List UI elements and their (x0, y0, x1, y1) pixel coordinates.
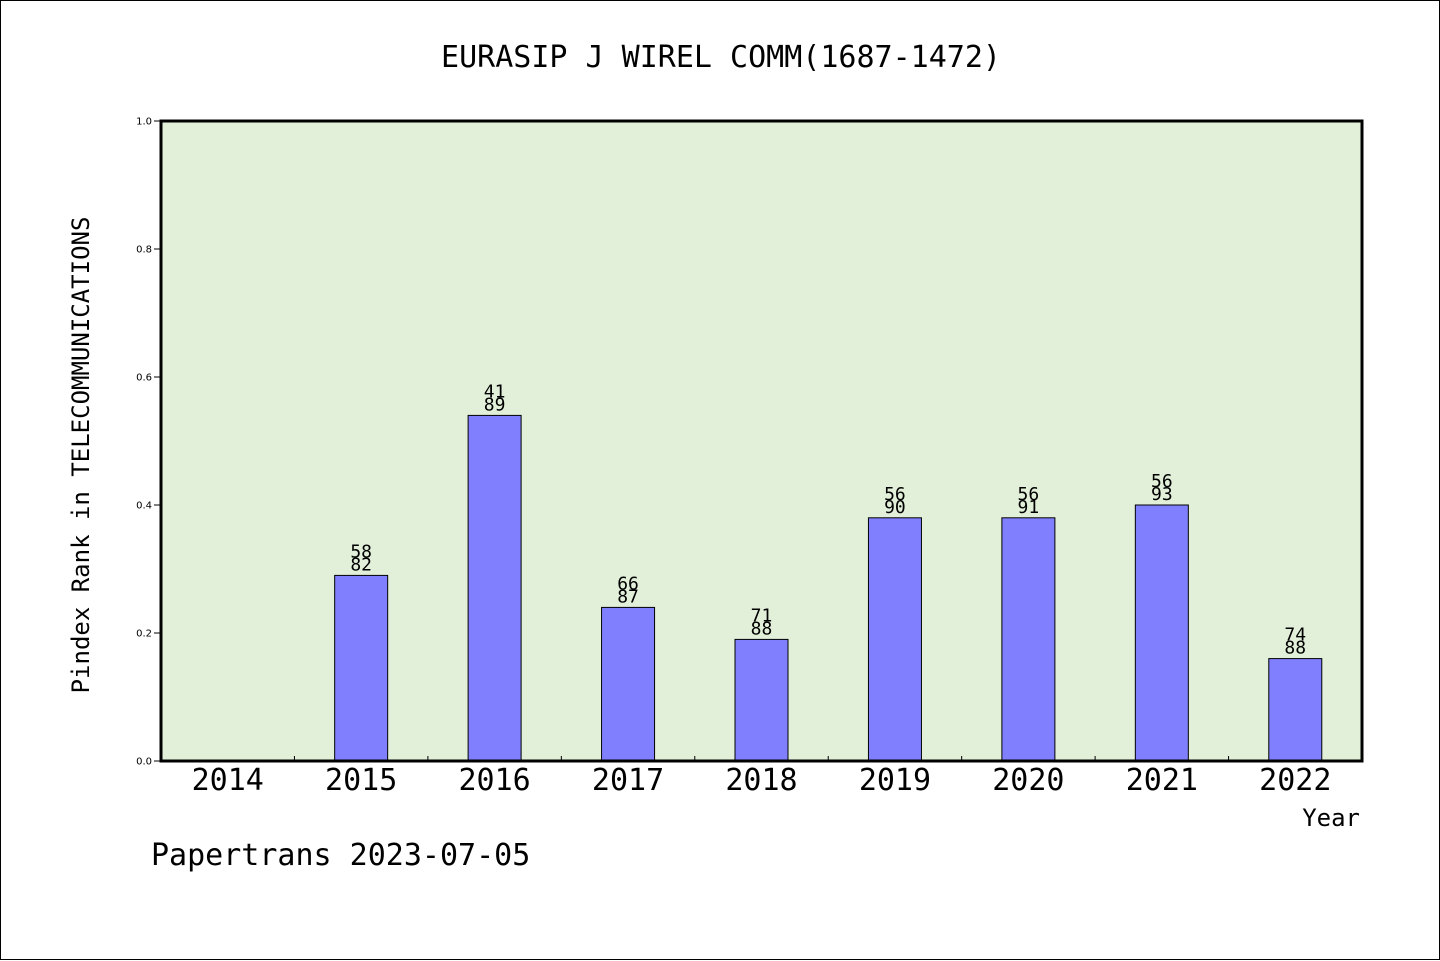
data-label: 93 (1151, 484, 1173, 505)
data-label: 88 (1284, 638, 1306, 659)
data-label: 56 (1151, 471, 1173, 492)
data-label: 56 (884, 484, 906, 505)
data-label: 66 (617, 573, 639, 594)
x-tick-label: 2022 (1259, 763, 1331, 798)
y-tick-label: 0.4 (136, 501, 152, 512)
x-axis-label: Year (1302, 804, 1360, 832)
y-axis-ticks: 0.0 0.2 0.4 0.6 0.8 1.0 (136, 117, 161, 768)
data-label: 89 (484, 394, 506, 415)
x-tick-label: 2020 (992, 763, 1064, 798)
bar (467, 414, 522, 762)
x-tick-label: 2021 (1126, 763, 1198, 798)
footer-credit: Papertrans 2023-07-05 (151, 838, 530, 873)
x-tick-label: 2019 (859, 763, 931, 798)
x-axis-ticks: 2014 2015 2016 2017 2018 2019 2020 2021 2022 (192, 756, 1331, 798)
x-tick-label: 2018 (725, 763, 797, 798)
data-label: 82 (350, 554, 372, 575)
bar (1268, 658, 1323, 762)
bars (334, 414, 1323, 762)
x-tick-label: 2014 (192, 763, 264, 798)
data-label: 56 (1018, 484, 1040, 505)
x-tick-label: 2016 (458, 763, 530, 798)
data-label: 91 (1018, 497, 1040, 518)
y-tick-label: 1.0 (136, 117, 152, 128)
y-tick-label: 0.8 (136, 245, 152, 256)
y-axis-label: Pindex Rank in TELECOMMUNICATIONS (67, 217, 95, 694)
y-tick-label: 0.6 (136, 373, 152, 384)
bar (734, 638, 789, 762)
bar (334, 574, 389, 762)
bar (867, 517, 922, 762)
x-tick-label: 2017 (592, 763, 664, 798)
y-tick-label: 0.0 (136, 757, 152, 768)
data-label: 41 (484, 381, 506, 402)
data-label: 71 (751, 605, 773, 626)
bar (1134, 504, 1189, 762)
y-tick-label: 0.2 (136, 629, 152, 640)
data-label: 88 (751, 618, 773, 639)
x-tick-label: 2015 (325, 763, 397, 798)
data-label: 58 (350, 541, 372, 562)
bar (1001, 517, 1056, 762)
data-label: 87 (617, 586, 639, 607)
plot-border (159, 119, 1364, 763)
bar (601, 606, 656, 762)
data-label: 74 (1284, 625, 1306, 646)
data-label: 90 (884, 497, 906, 518)
chart-title: EURASIP J WIREL COMM(1687-1472) (441, 40, 1001, 75)
